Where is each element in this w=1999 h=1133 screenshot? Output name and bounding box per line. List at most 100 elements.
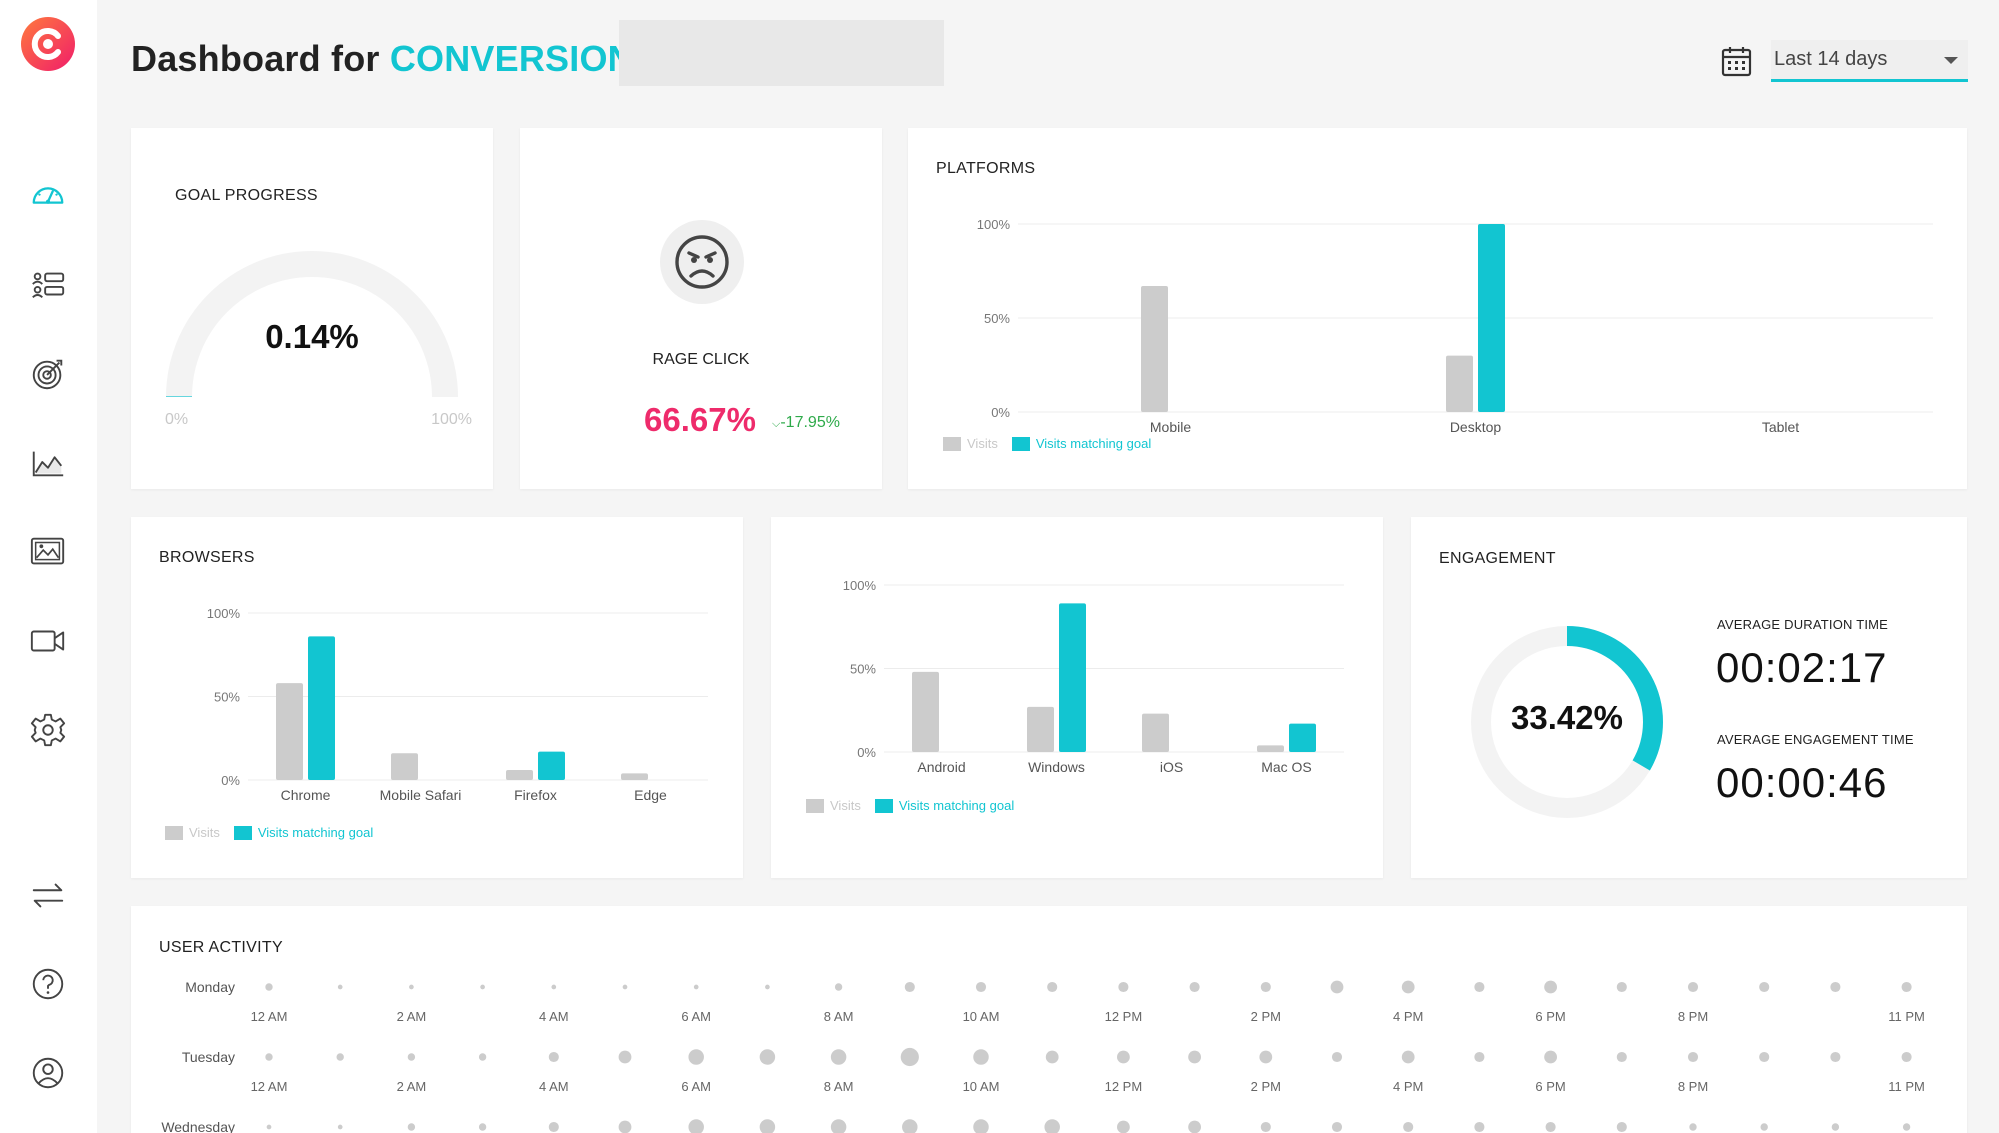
activity-dot[interactable] [266, 1124, 272, 1130]
activity-dot[interactable] [1189, 981, 1200, 993]
nav-help[interactable] [28, 964, 68, 1004]
activity-dot[interactable] [1045, 1050, 1059, 1064]
legend-visits[interactable]: Visits [165, 825, 220, 840]
bar-goal-chrome[interactable] [308, 636, 335, 780]
activity-dot[interactable] [622, 984, 628, 990]
legend-visits[interactable]: Visits [806, 798, 861, 813]
activity-dot[interactable] [407, 1123, 416, 1131]
activity-dot[interactable] [1330, 980, 1344, 994]
activity-dot[interactable] [1687, 1051, 1699, 1063]
bar-visits-mobile[interactable] [1141, 286, 1168, 412]
activity-dot[interactable] [1474, 1051, 1485, 1063]
activity-dot[interactable] [1901, 981, 1912, 993]
date-range-select[interactable]: Last 14 days [1771, 40, 1968, 82]
activity-dot[interactable] [830, 1049, 847, 1065]
nav-users[interactable] [28, 265, 68, 305]
legend-goal[interactable]: Visits matching goal [233, 825, 373, 840]
activity-dot[interactable] [1118, 981, 1129, 993]
nav-settings[interactable] [28, 710, 68, 750]
activity-dot[interactable] [1117, 1120, 1130, 1133]
legend-goal[interactable]: Visits matching goal [874, 798, 1014, 813]
nav-dashboard[interactable] [28, 176, 68, 216]
activity-dot[interactable] [759, 1119, 776, 1133]
activity-dot[interactable] [765, 984, 770, 990]
activity-dot[interactable] [265, 1053, 273, 1061]
activity-dot[interactable] [1260, 1121, 1271, 1133]
activity-dot[interactable] [1331, 1051, 1343, 1063]
activity-dot[interactable] [407, 1053, 416, 1061]
activity-dot[interactable] [1331, 1121, 1343, 1133]
activity-dot[interactable] [973, 1049, 989, 1065]
activity-dot[interactable] [1689, 1123, 1697, 1131]
activity-dot[interactable] [693, 984, 699, 990]
activity-dot[interactable] [1616, 1121, 1627, 1133]
bar-goal-firefox[interactable] [538, 751, 565, 780]
bar-visits-ios[interactable] [1142, 713, 1169, 752]
activity-dot[interactable] [904, 981, 915, 993]
bar-visits-desktop[interactable] [1446, 355, 1473, 412]
activity-dot[interactable] [548, 1121, 559, 1133]
activity-dot[interactable] [548, 1051, 559, 1063]
activity-dot[interactable] [265, 983, 273, 991]
activity-dot[interactable] [1544, 1050, 1557, 1064]
nav-analytics[interactable] [28, 443, 68, 483]
activity-dot[interactable] [1260, 981, 1271, 993]
activity-dot[interactable] [759, 1049, 776, 1065]
bar-visits-windows[interactable] [1027, 706, 1054, 752]
activity-dot[interactable] [336, 1053, 344, 1061]
activity-dot[interactable] [478, 1123, 487, 1131]
legend-visits[interactable]: Visits [943, 436, 998, 451]
activity-dot[interactable] [688, 1119, 704, 1133]
app-logo-icon[interactable] [20, 16, 76, 72]
activity-dot[interactable] [1401, 1050, 1415, 1064]
nav-heatmaps[interactable] [28, 532, 68, 572]
activity-dot[interactable] [1047, 981, 1058, 993]
activity-dot[interactable] [337, 984, 343, 990]
bar-visits-android[interactable] [912, 671, 939, 752]
activity-dot[interactable] [409, 984, 414, 990]
activity-dot[interactable] [1117, 1050, 1130, 1064]
bar-visits-chrome[interactable] [276, 683, 303, 780]
activity-dot[interactable] [1760, 1123, 1768, 1131]
activity-dot[interactable] [480, 984, 485, 990]
activity-dot[interactable] [830, 1119, 847, 1133]
activity-dot[interactable] [1831, 1123, 1840, 1131]
legend-goal[interactable]: Visits matching goal [1011, 436, 1151, 451]
activity-dot[interactable] [1401, 980, 1415, 994]
bar-visits-firefox[interactable] [506, 769, 533, 780]
activity-dot[interactable] [1759, 981, 1770, 993]
calendar-icon[interactable] [1720, 44, 1754, 78]
activity-dot[interactable] [1687, 981, 1699, 993]
bar-goal-desktop[interactable] [1478, 224, 1505, 412]
bar-visits-mobile-safari[interactable] [391, 753, 418, 780]
activity-dot[interactable] [1830, 981, 1841, 993]
nav-switch[interactable] [28, 875, 68, 915]
activity-dot[interactable] [1545, 1121, 1556, 1133]
activity-dot[interactable] [1188, 1120, 1201, 1133]
activity-dot[interactable] [618, 1050, 632, 1064]
activity-dot[interactable] [478, 1053, 487, 1061]
activity-dot[interactable] [688, 1049, 704, 1065]
bar-visits-mac-os[interactable] [1257, 745, 1284, 752]
activity-dot[interactable] [337, 1124, 343, 1130]
activity-dot[interactable] [902, 1119, 918, 1133]
activity-dot[interactable] [1902, 1123, 1911, 1131]
activity-dot[interactable] [1474, 1121, 1485, 1133]
activity-dot[interactable] [1901, 1051, 1912, 1063]
activity-dot[interactable] [551, 984, 557, 990]
activity-dot[interactable] [618, 1120, 632, 1133]
activity-dot[interactable] [1474, 981, 1485, 993]
activity-dot[interactable] [1616, 981, 1627, 993]
activity-dot[interactable] [1830, 1051, 1841, 1063]
activity-dot[interactable] [834, 983, 843, 991]
nav-goals[interactable] [28, 354, 68, 394]
activity-dot[interactable] [1044, 1119, 1060, 1133]
bar-visits-edge[interactable] [621, 773, 648, 780]
activity-dot[interactable] [1616, 1051, 1627, 1063]
activity-dot[interactable] [975, 981, 987, 993]
nav-recordings[interactable] [28, 621, 68, 661]
activity-dot[interactable] [1259, 1050, 1273, 1064]
activity-dot[interactable] [973, 1119, 989, 1133]
activity-dot[interactable] [1403, 1121, 1414, 1133]
bar-goal-windows[interactable] [1059, 603, 1086, 752]
